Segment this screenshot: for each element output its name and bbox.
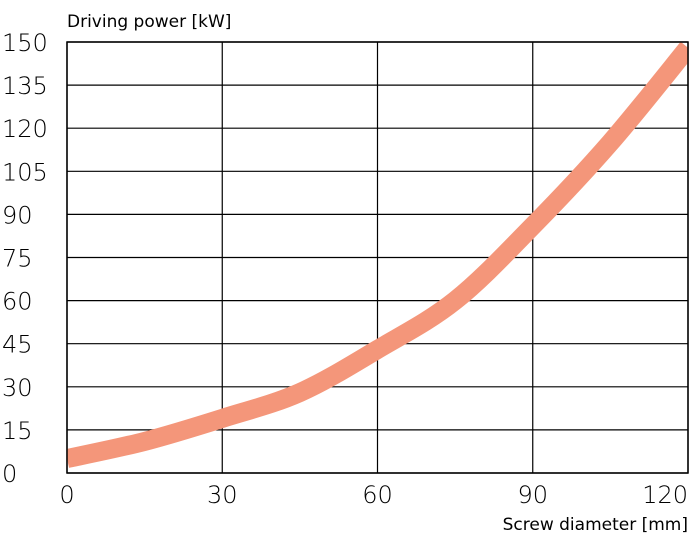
y-tick-labels: 0 15 30 45 60 75 90 105 120 135 150 [2, 29, 48, 488]
grid [66, 41, 689, 474]
series-line [67, 42, 688, 468]
x-axis-label: Screw diameter [mm] [503, 515, 688, 535]
x-tick-label: 60 [362, 481, 393, 509]
x-tick-label: 0 [59, 481, 74, 509]
y-tick-label: 75 [2, 245, 33, 273]
y-tick-label: 135 [2, 72, 48, 100]
x-tick-labels: 0 30 60 90 120 [59, 481, 688, 509]
y-tick-label: 15 [2, 417, 33, 445]
y-tick-label: 120 [2, 115, 48, 143]
data-series [67, 42, 688, 468]
y-tick-label: 60 [2, 288, 33, 316]
y-tick-label: 0 [2, 460, 17, 488]
y-tick-label: 90 [2, 201, 33, 229]
y-tick-label: 45 [2, 331, 33, 359]
y-tick-label: 150 [2, 29, 48, 57]
plot-frame [66, 41, 689, 474]
y-axis-label: Driving power [kW] [67, 12, 231, 32]
y-tick-label: 105 [2, 158, 48, 186]
x-tick-label: 120 [642, 481, 688, 509]
x-tick-label: 30 [207, 481, 238, 509]
y-tick-label: 30 [2, 374, 33, 402]
x-tick-label: 90 [517, 481, 548, 509]
